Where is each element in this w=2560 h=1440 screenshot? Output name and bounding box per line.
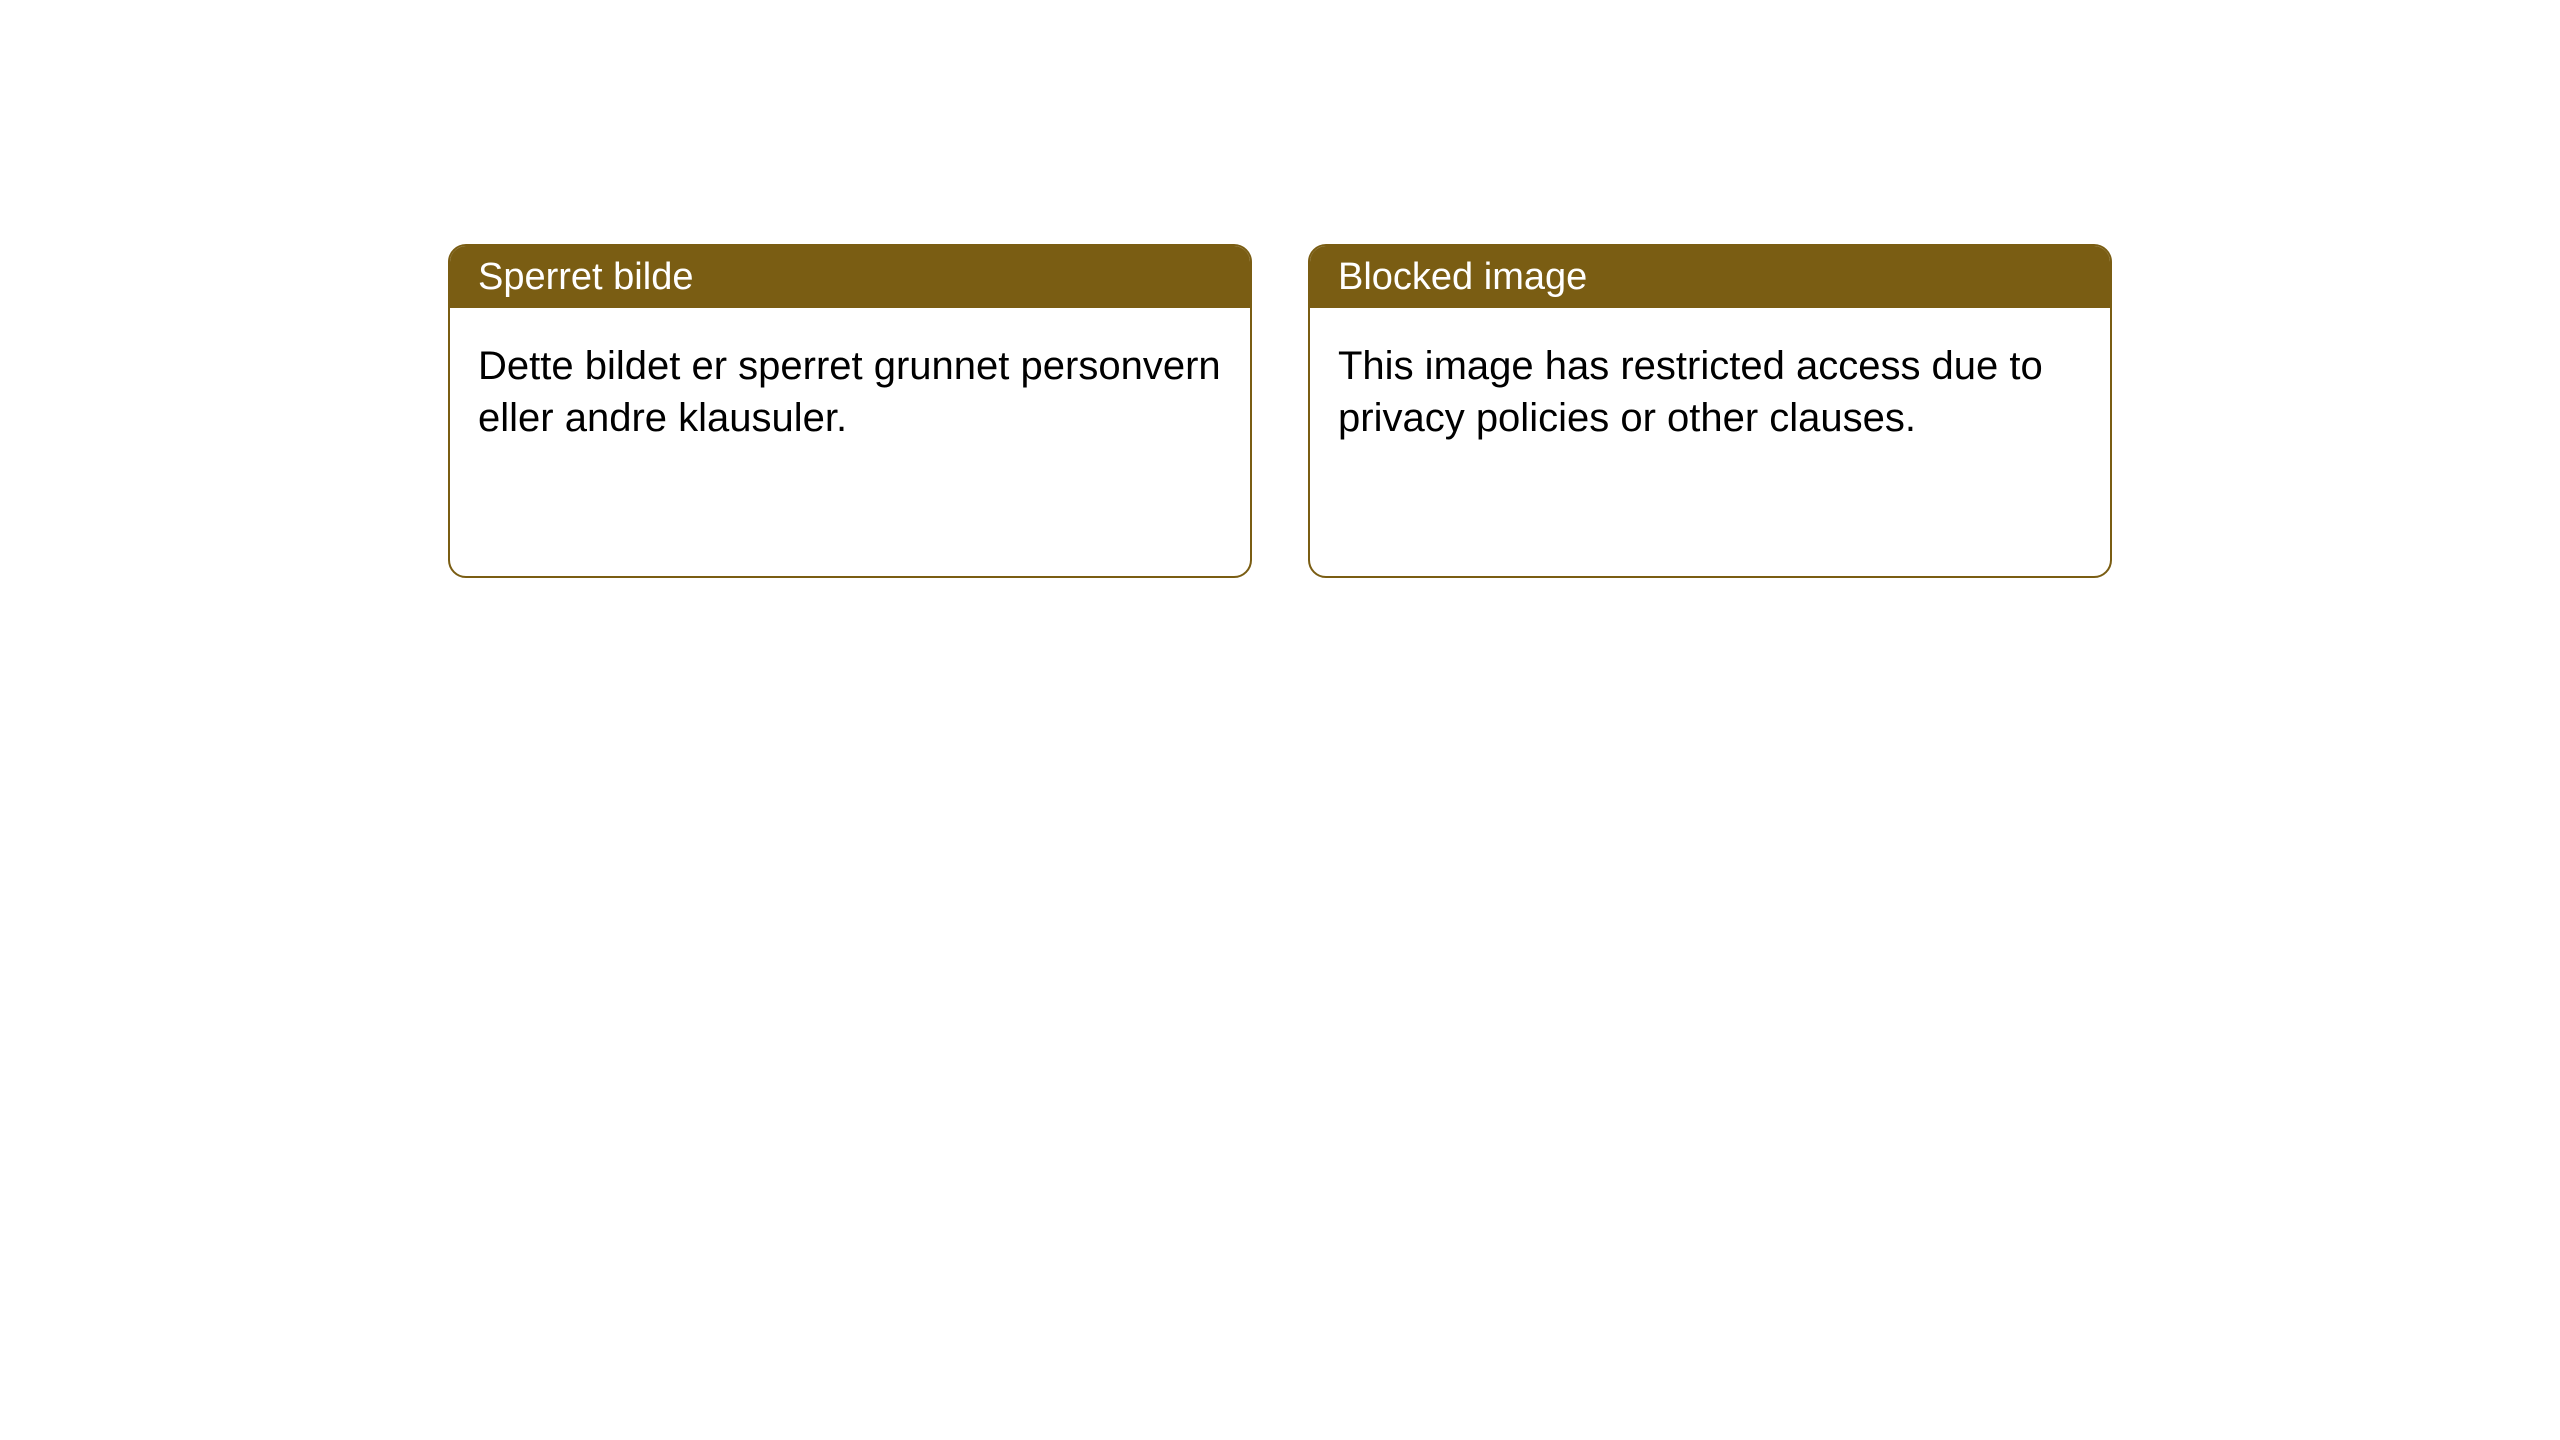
notice-body: Dette bildet er sperret grunnet personve… (450, 308, 1250, 476)
notice-header: Blocked image (1310, 246, 2110, 308)
notice-text: Dette bildet er sperret grunnet personve… (478, 344, 1221, 440)
notice-card-english: Blocked image This image has restricted … (1308, 244, 2112, 578)
notice-card-norwegian: Sperret bilde Dette bildet er sperret gr… (448, 244, 1252, 578)
notice-title: Blocked image (1338, 256, 1587, 299)
notice-text: This image has restricted access due to … (1338, 344, 2043, 440)
notice-container: Sperret bilde Dette bildet er sperret gr… (0, 0, 2560, 578)
notice-title: Sperret bilde (478, 256, 693, 299)
notice-header: Sperret bilde (450, 246, 1250, 308)
notice-body: This image has restricted access due to … (1310, 308, 2110, 476)
